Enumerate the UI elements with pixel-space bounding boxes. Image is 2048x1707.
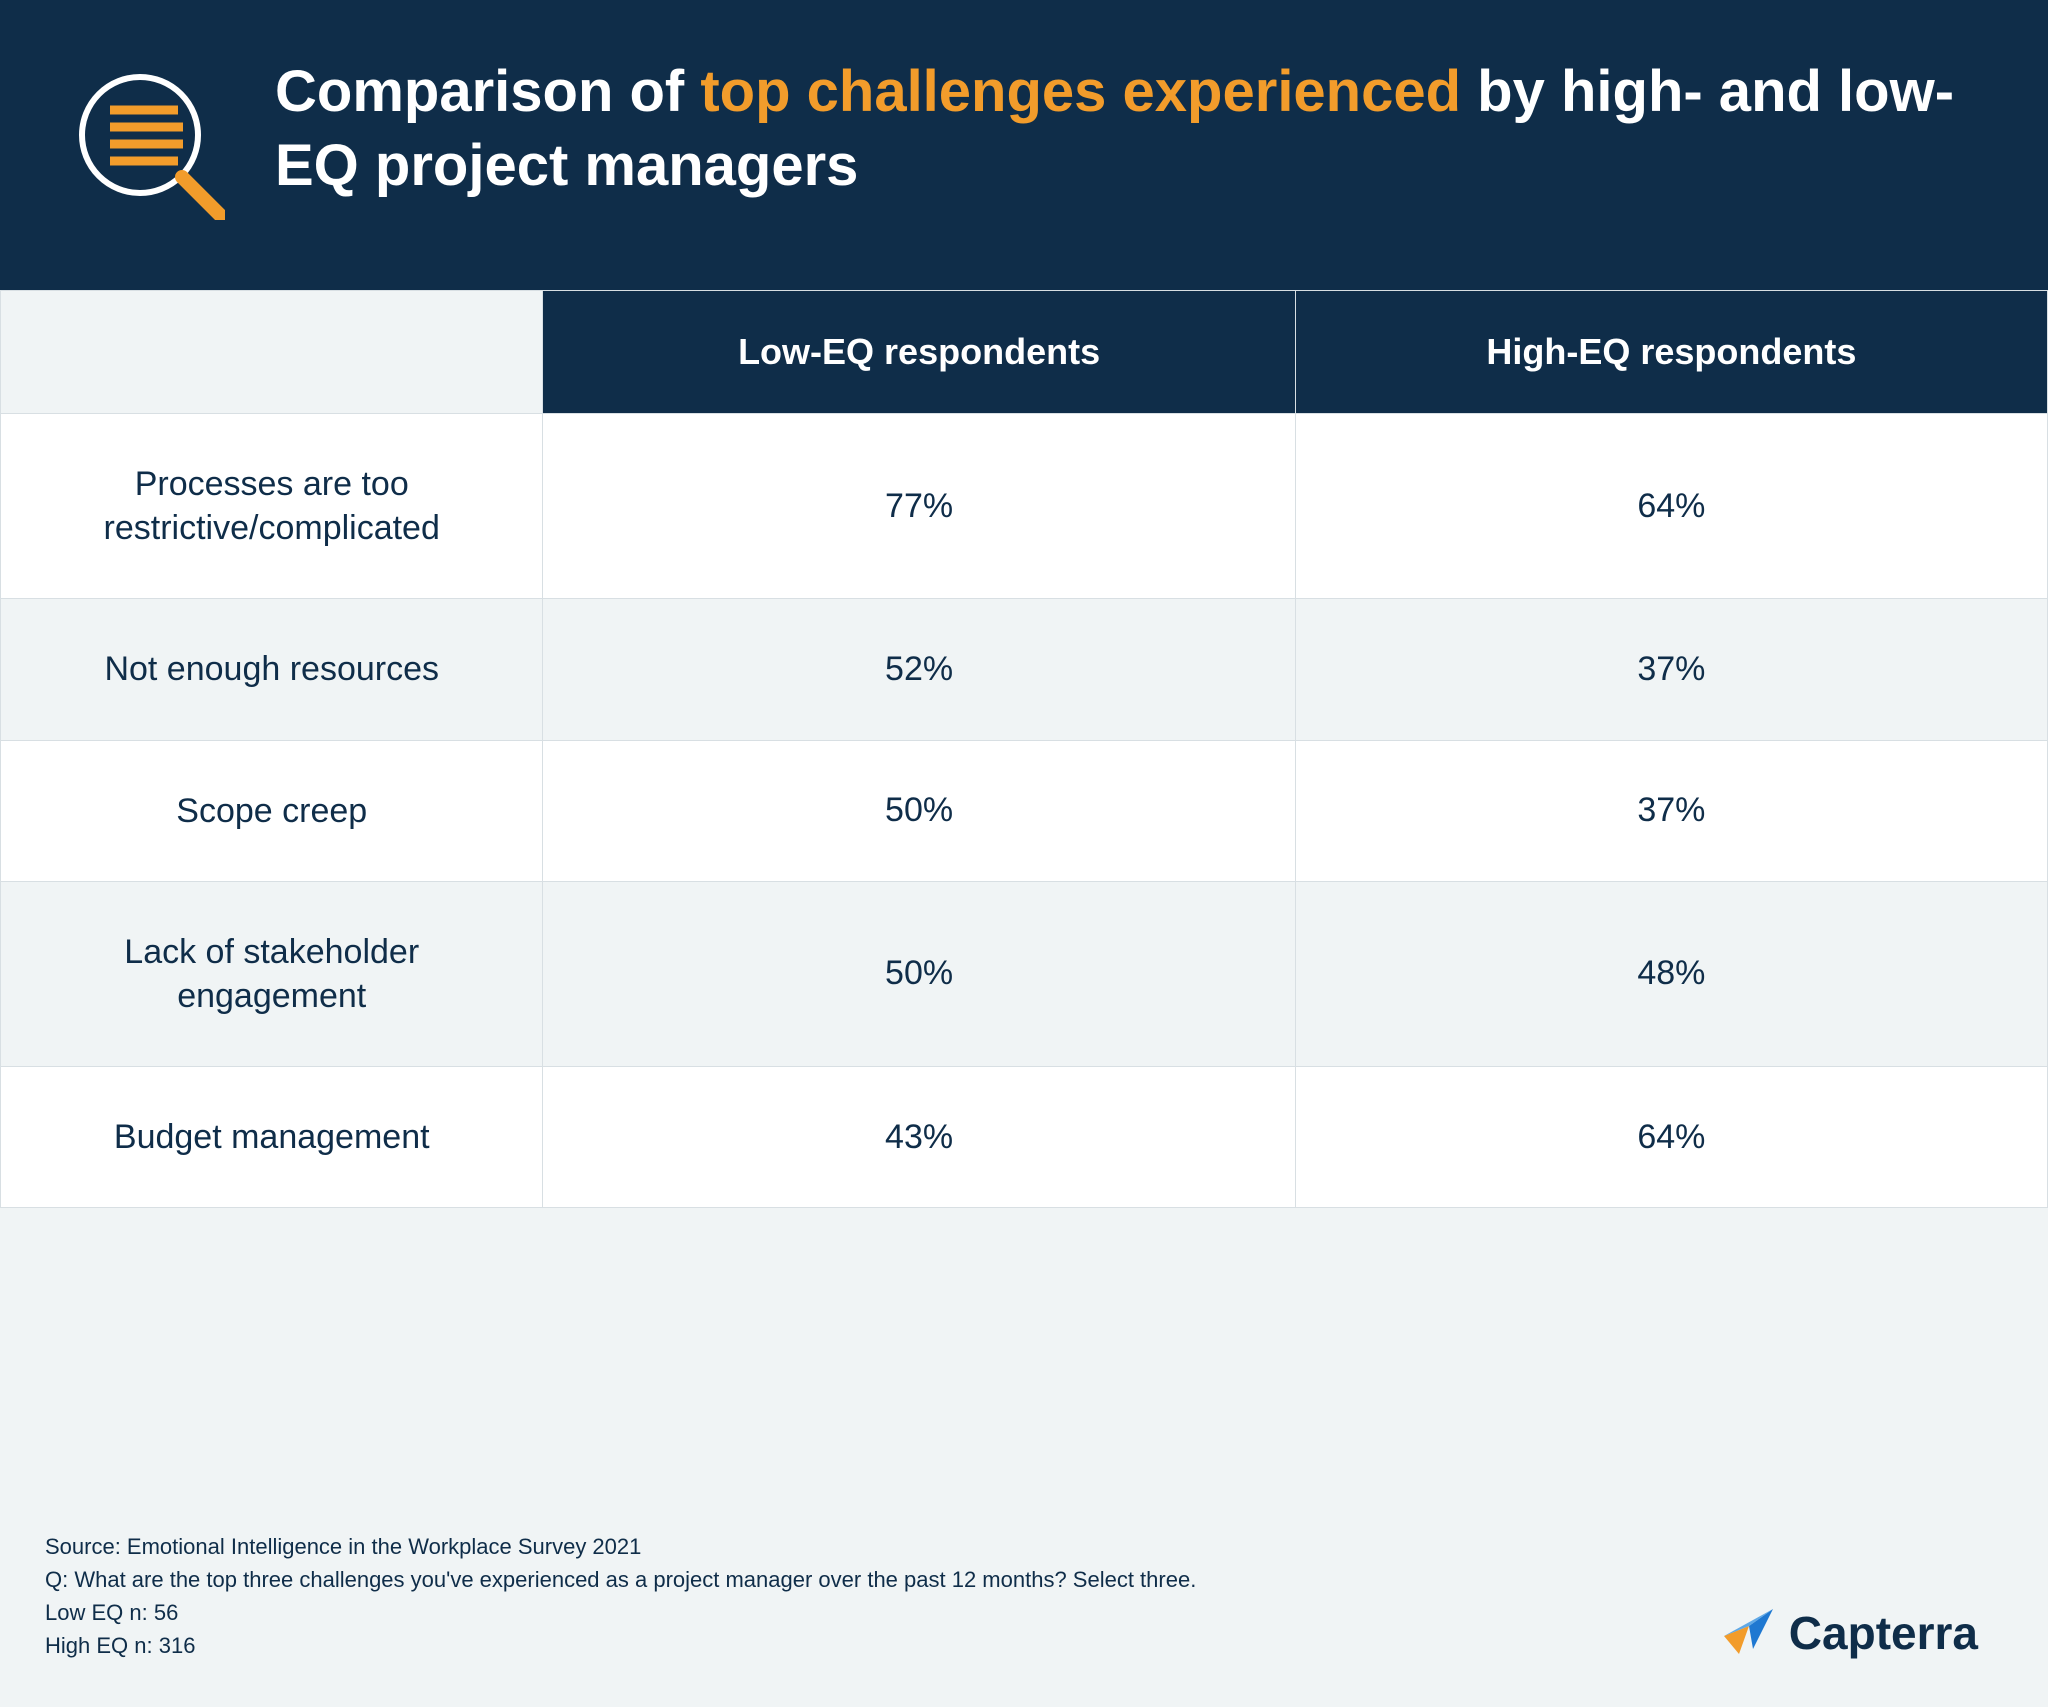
- capterra-arrow-icon: [1719, 1604, 1777, 1662]
- row-high-value: 48%: [1295, 881, 2047, 1066]
- row-high-value: 37%: [1295, 599, 2047, 740]
- comparison-table: Low-EQ respondents High-EQ respondents P…: [0, 290, 2048, 1208]
- row-low-value: 77%: [543, 414, 1295, 599]
- row-label: Processes are too restrictive/complicate…: [1, 414, 543, 599]
- row-label: Scope creep: [1, 740, 543, 881]
- table-header-empty: [1, 291, 543, 414]
- table-row: Processes are too restrictive/complicate…: [1, 414, 2048, 599]
- table-row: Budget management 43% 64%: [1, 1067, 2048, 1208]
- row-high-value: 64%: [1295, 1067, 2047, 1208]
- title-accent: top challenges experienced: [700, 59, 1461, 124]
- source-line: Source: Emotional Intelligence in the Wo…: [45, 1530, 1196, 1563]
- source-text: Source: Emotional Intelligence in the Wo…: [45, 1530, 1196, 1662]
- title-part1: Comparison of: [275, 59, 700, 124]
- table-header-high-eq: High-EQ respondents: [1295, 291, 2047, 414]
- row-low-value: 50%: [543, 881, 1295, 1066]
- row-high-value: 64%: [1295, 414, 2047, 599]
- row-low-value: 52%: [543, 599, 1295, 740]
- row-label: Not enough resources: [1, 599, 543, 740]
- source-line: Q: What are the top three challenges you…: [45, 1563, 1196, 1596]
- infographic-title: Comparison of top challenges experienced…: [275, 55, 1978, 203]
- capterra-logo: Capterra: [1719, 1604, 1978, 1662]
- row-label: Lack of stakeholder engagement: [1, 881, 543, 1066]
- magnifier-list-icon: [70, 65, 225, 225]
- logo-text: Capterra: [1789, 1606, 1978, 1660]
- table-row: Not enough resources 52% 37%: [1, 599, 2048, 740]
- row-label: Budget management: [1, 1067, 543, 1208]
- table-row: Scope creep 50% 37%: [1, 740, 2048, 881]
- header: Comparison of top challenges experienced…: [0, 0, 2048, 290]
- source-line: High EQ n: 316: [45, 1629, 1196, 1662]
- footer: Source: Emotional Intelligence in the Wo…: [0, 1208, 2048, 1707]
- row-high-value: 37%: [1295, 740, 2047, 881]
- row-low-value: 50%: [543, 740, 1295, 881]
- source-line: Low EQ n: 56: [45, 1596, 1196, 1629]
- table-row: Lack of stakeholder engagement 50% 48%: [1, 881, 2048, 1066]
- infographic-container: Comparison of top challenges experienced…: [0, 0, 2048, 1707]
- row-low-value: 43%: [543, 1067, 1295, 1208]
- table-header-row: Low-EQ respondents High-EQ respondents: [1, 291, 2048, 414]
- table-header-low-eq: Low-EQ respondents: [543, 291, 1295, 414]
